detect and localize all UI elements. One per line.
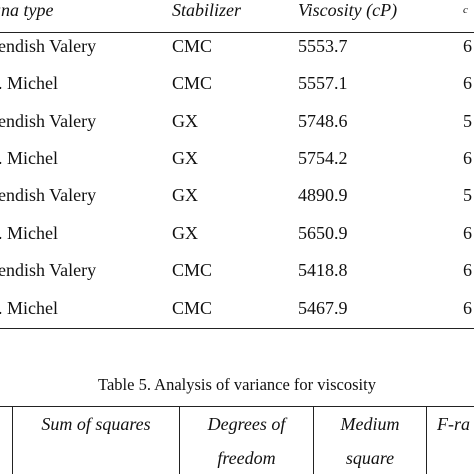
header-f-ratio: F-ra [437,414,470,434]
table-row: endish Valery GX 4890.9 5 [0,178,474,214]
cell-banana: endish Valery [0,260,97,280]
header-clipped: c [463,4,468,16]
table-row: endish Valery GX 5748.6 5 [0,104,474,140]
table-row: . Michel GX 5650.9 6 [0,216,474,252]
cell-clipped: 6 [463,36,472,56]
header-viscosity: Viscosity (cP) [298,0,398,20]
table5-header: Sum of squares Degrees of freedom Medium… [0,406,474,474]
table-row: . Michel CMC 5467.9 6 [0,291,474,327]
cell-clipped: 6 [463,298,472,318]
cell-banana: endish Valery [0,185,97,205]
cell-viscosity: 5650.9 [298,223,348,243]
table5-caption: Table 5. Analysis of variance for viscos… [98,375,376,394]
cell-stabilizer: GX [172,185,198,205]
cell-clipped: 6 [463,148,472,168]
header-sum-of-squares: Sum of squares [41,414,151,434]
column-divider [179,406,180,474]
cell-viscosity: 5467.9 [298,298,348,318]
table-row: endish Valery CMC 5553.7 6 [0,29,474,65]
column-divider [313,406,314,474]
cell-stabilizer: CMC [172,36,213,56]
cell-stabilizer: GX [172,148,198,168]
header-banana-type: ana type [0,0,54,20]
cell-clipped: 6 [463,73,472,93]
table-bottom-rule [0,328,474,329]
cell-stabilizer: CMC [172,73,213,93]
cell-banana: endish Valery [0,36,97,56]
header-degrees-of-freedom-line2: freedom [217,448,276,468]
table5-top-rule [0,406,474,407]
cell-clipped: 5 [463,185,472,205]
cell-viscosity: 5754.2 [298,148,348,168]
column-divider [12,406,13,474]
cell-stabilizer: CMC [172,298,213,318]
cell-stabilizer: GX [172,223,198,243]
cell-stabilizer: CMC [172,260,213,280]
cell-stabilizer: GX [172,111,198,131]
column-divider [426,406,427,474]
cell-clipped: 6 [463,260,472,280]
cell-banana: endish Valery [0,111,97,131]
cell-banana: . Michel [0,73,58,93]
cell-viscosity: 5557.1 [298,73,348,93]
cell-viscosity: 5748.6 [298,111,348,131]
header-medium-square-line1: Medium [340,414,400,434]
header-stabilizer: Stabilizer [172,0,242,20]
header-degrees-of-freedom-line1: Degrees of [207,414,286,434]
table-row: endish Valery CMC 5418.8 6 [0,253,474,289]
cell-banana: . Michel [0,298,58,318]
cell-clipped: 5 [463,111,472,131]
cell-viscosity: 4890.9 [298,185,348,205]
header-medium-square-line2: square [345,448,395,468]
cell-clipped: 6 [463,223,472,243]
table-row: . Michel CMC 5557.1 6 [0,66,474,102]
cell-viscosity: 5553.7 [298,36,348,56]
cell-banana: . Michel [0,148,58,168]
table-row: . Michel GX 5754.2 6 [0,141,474,177]
header-rule [0,32,474,33]
cell-banana: . Michel [0,223,58,243]
table4-header: ana type Stabilizer Viscosity (cP) c [0,0,474,34]
cell-viscosity: 5418.8 [298,260,348,280]
